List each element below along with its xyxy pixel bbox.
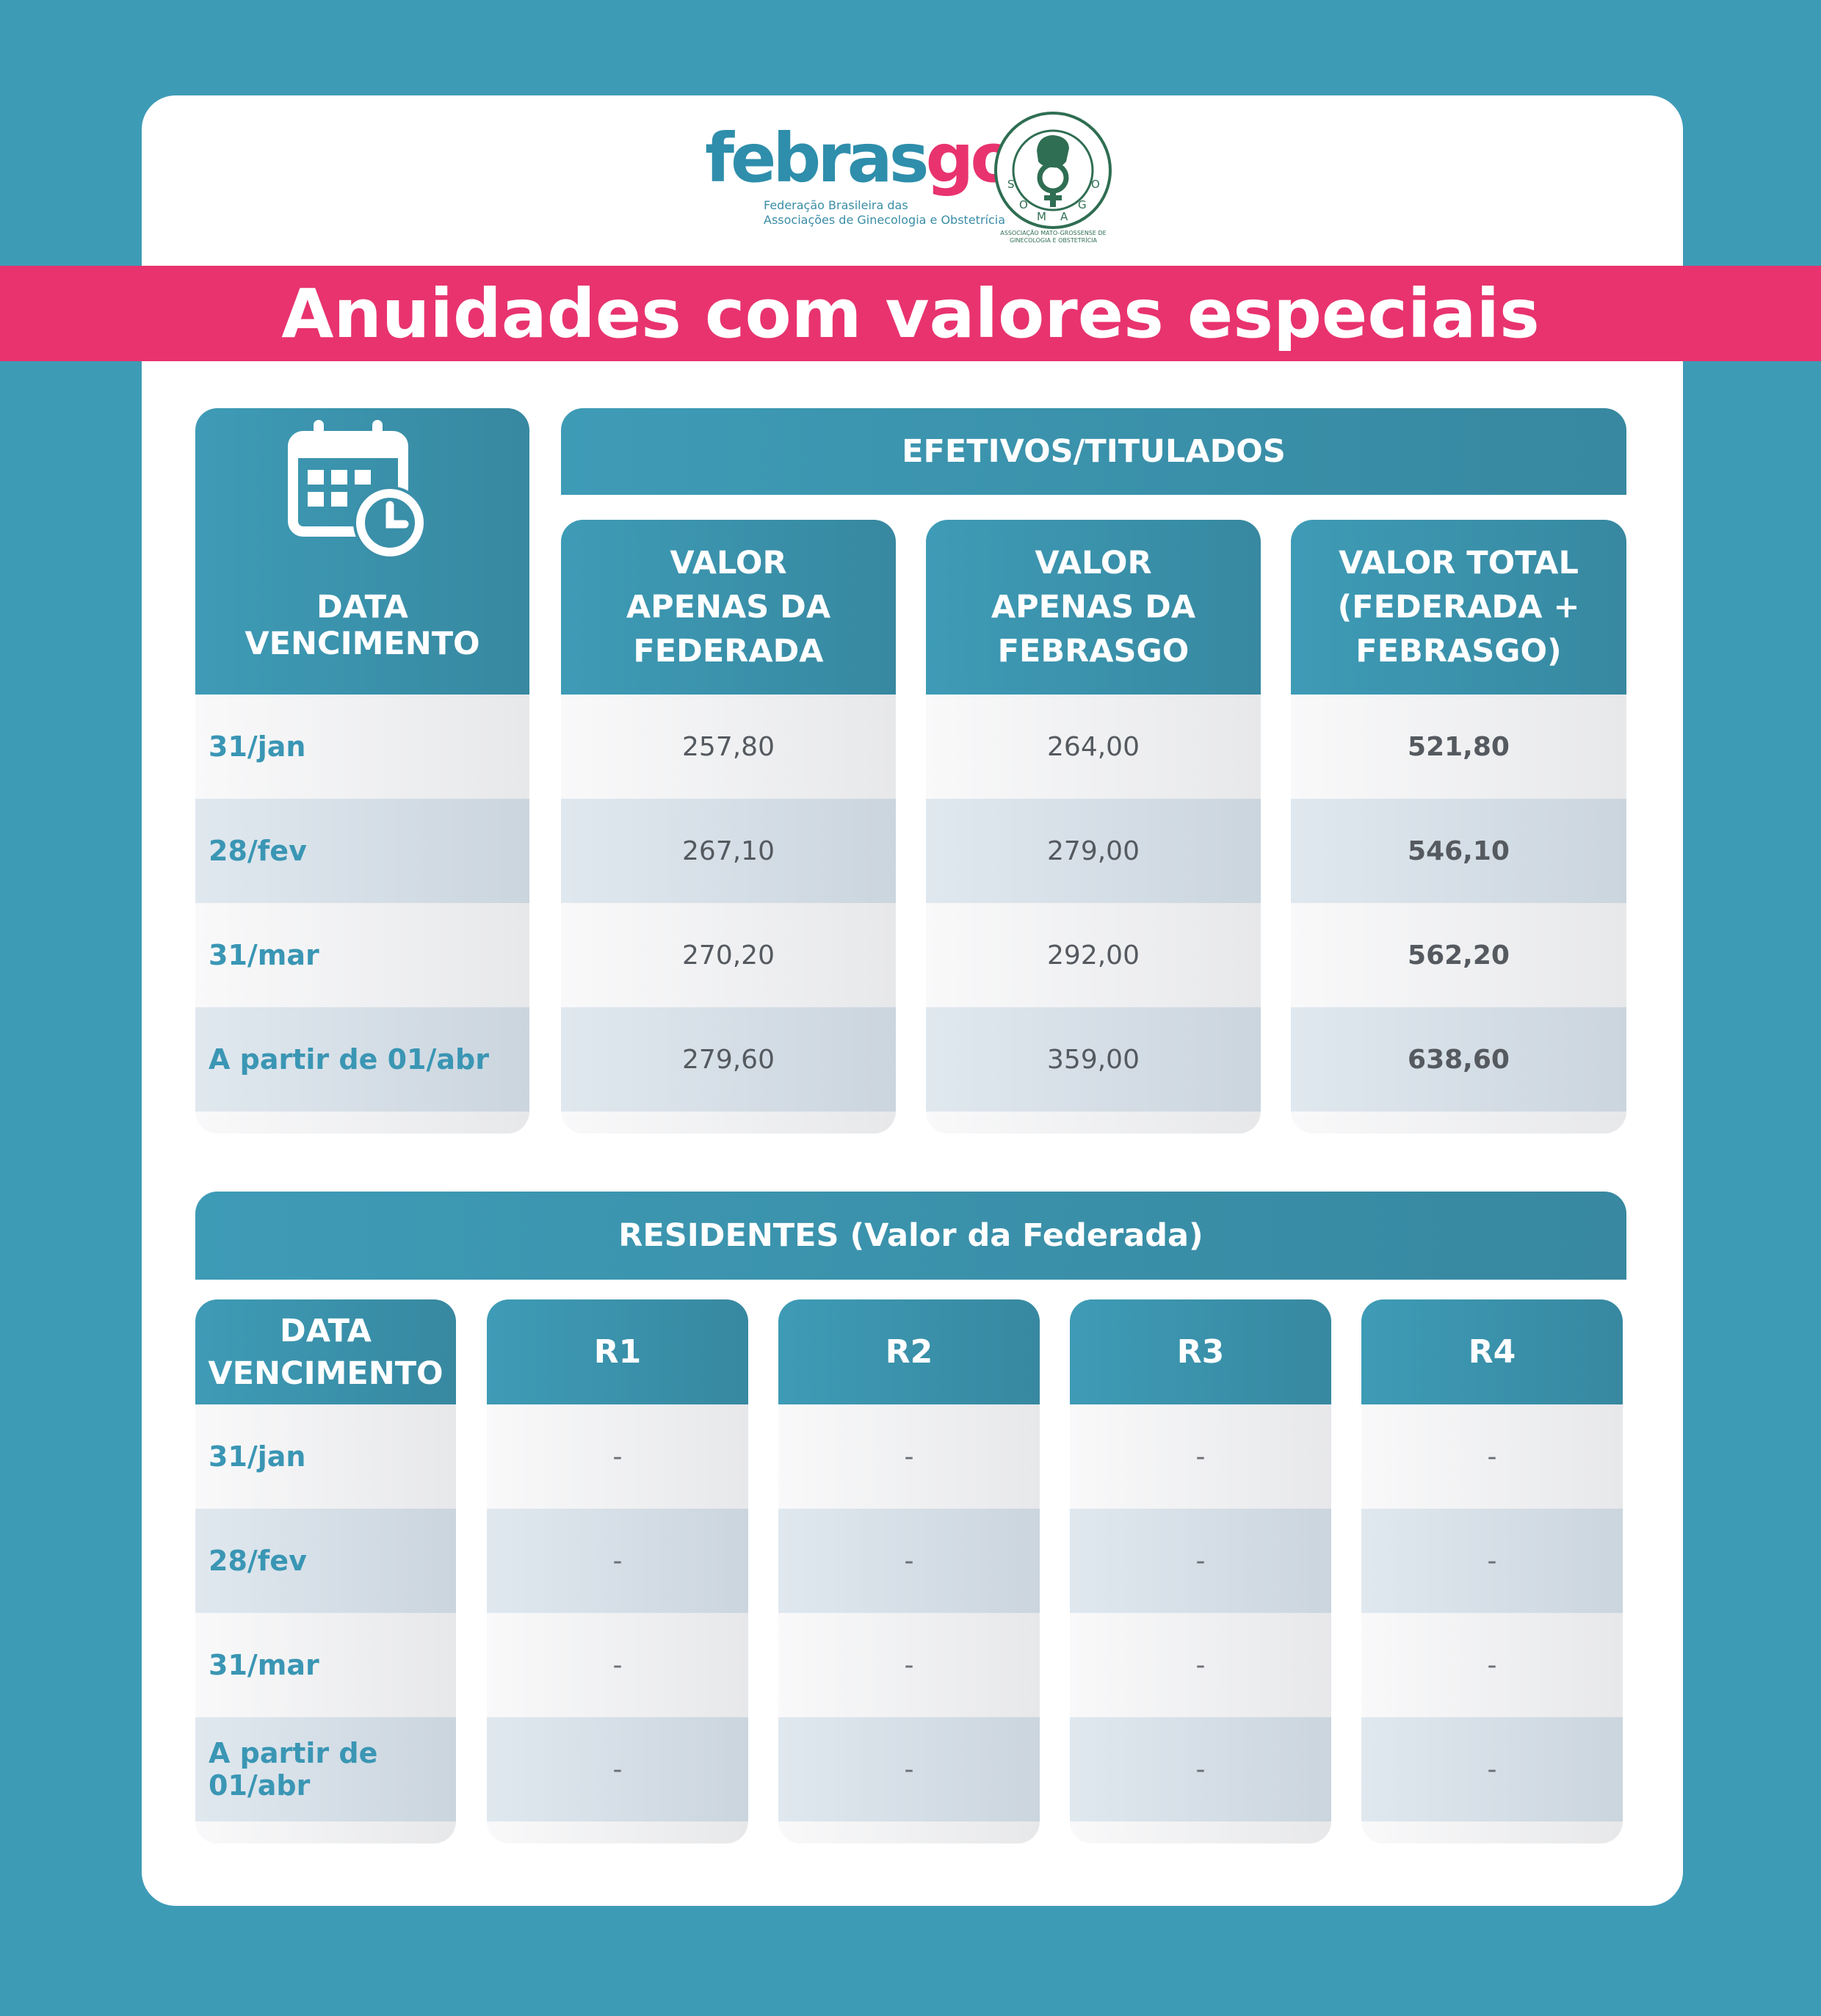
cell-febrasgo: 279,00 [926,799,1261,903]
table-row-date: 28/fev [195,799,529,903]
cell-r4: - [1361,1717,1623,1821]
cell-r2: - [778,1404,1040,1509]
efetivos-total-column: VALOR TOTAL (FEDERADA + FEBRASGO) [1291,520,1626,1134]
cell-r3: - [1070,1404,1331,1509]
column-footer [195,1821,456,1843]
febrasgo-wordmark-main: febras [705,119,929,197]
table-row-date: 31/jan [195,1404,456,1509]
header-valor-total-line-3: FEBRASGO) [1355,633,1562,670]
header-r3: R3 [1070,1299,1331,1404]
header-valor-federada-line-3: FEDERADA [633,633,824,670]
cell-r1: - [487,1404,748,1509]
column-footer [1361,1821,1623,1843]
residentes-date-header-line-2: VENCIMENTO [208,1355,444,1392]
cell-r1: - [487,1717,748,1821]
header-r4-label: R4 [1468,1333,1516,1371]
calendar-clock-icon [287,420,427,559]
header-r2-label: R2 [885,1333,933,1371]
cell-r2: - [778,1613,1040,1717]
header-valor-total-line-1: VALOR TOTAL [1339,545,1579,581]
table-row-date: 31/jan [195,695,529,799]
table-row-date: A partir de 01/abr [195,1007,529,1112]
residentes-date-header-line-1: DATA [280,1312,372,1349]
febrasgo-subtitle: Federação Brasileira das Associações de … [764,198,1005,228]
header-r2: R2 [778,1299,1040,1404]
efetivos-group-header: EFETIVOS/TITULADOS [561,408,1626,495]
febrasgo-subtitle-line-1: Federação Brasileira das [764,198,908,212]
column-footer [561,1112,896,1134]
header-valor-total: VALOR TOTAL (FEDERADA + FEBRASGO) [1291,520,1626,695]
header-r3-label: R3 [1176,1333,1225,1371]
svg-text:O: O [1019,198,1028,211]
cell-federada: 257,80 [561,695,896,799]
cell-r3: - [1070,1717,1331,1821]
svg-text:O: O [1091,178,1100,191]
column-footer [1070,1821,1331,1843]
cell-febrasgo: 359,00 [926,1007,1261,1112]
efetivos-date-header: DATA VENCIMENTO [195,408,529,695]
efetivos-federada-column: VALOR APENAS DA FEDERADA [561,520,896,1134]
efetivos-febrasgo-column: VALOR APENAS DA FEBRASGO [926,520,1261,1134]
cell-r2: - [778,1509,1040,1613]
cell-febrasgo: 292,00 [926,903,1261,1007]
residentes-date-header: DATA VENCIMENTO [195,1299,456,1404]
header-r4: R4 [1361,1299,1623,1404]
cell-r4: - [1361,1509,1623,1613]
header-r1: R1 [487,1299,748,1404]
somago-caption-line-2: GINECOLOGIA E OBSTETRÍCIA [1009,237,1097,244]
febrasgo-wordmark: febrasgo [705,125,1017,192]
cell-r1: - [487,1509,748,1613]
header-r1-label: R1 [593,1333,642,1371]
column-footer [926,1112,1261,1134]
page-title: Anuidades com valores especiais [281,274,1540,353]
febrasgo-logo: febrasgo Federação Brasileira das Associ… [705,125,1017,228]
efetivos-date-column: DATA VENCIMENTO [195,408,529,1134]
residentes-group-header: RESIDENTES (Valor da Federada) [195,1192,1626,1280]
header-valor-febrasgo: VALOR APENAS DA FEBRASGO [926,520,1261,695]
cell-r3: - [1070,1613,1331,1717]
header-valor-febrasgo-line-2: APENAS DA [991,589,1196,626]
residentes-group-header-label: RESIDENTES (Valor da Federada) [618,1217,1203,1254]
column-footer [778,1821,1040,1843]
svg-text:S: S [1007,178,1015,191]
febrasgo-subtitle-line-2: Associações de Ginecologia e Obstetrícia [764,213,1006,227]
cell-total: 562,20 [1291,903,1626,1007]
cell-total: 638,60 [1291,1007,1626,1112]
cell-federada: 267,10 [561,799,896,903]
table-row-date: 31/mar [195,903,529,1007]
cell-febrasgo: 264,00 [926,695,1261,799]
svg-text:A: A [1060,210,1068,223]
cell-r4: - [1361,1613,1623,1717]
cell-total: 546,10 [1291,799,1626,903]
svg-text:G: G [1078,198,1087,211]
cell-federada: 279,60 [561,1007,896,1112]
title-banner: Anuidades com valores especiais [0,266,1821,361]
efetivos-date-header-label: DATA VENCIMENTO [245,589,480,662]
header-valor-febrasgo-line-1: VALOR [1035,545,1152,581]
somago-caption-line-1: ASSOCIAÇÃO MATO-GROSSENSE DE [1000,230,1107,236]
header-valor-total-line-2: (FEDERADA + [1337,589,1580,626]
cell-federada: 270,20 [561,903,896,1007]
cell-r1: - [487,1613,748,1717]
header-valor-febrasgo-line-3: FEBRASGO [997,633,1190,670]
column-footer [1291,1112,1626,1134]
header-valor-federada: VALOR APENAS DA FEDERADA [561,520,896,695]
cell-r3: - [1070,1509,1331,1613]
cell-r2: - [778,1717,1040,1821]
column-footer [487,1821,748,1843]
header-valor-federada-line-1: VALOR [670,545,787,581]
table-row-date: 28/fev [195,1509,456,1613]
header-valor-federada-line-2: APENAS DA [626,589,831,626]
table-row-date: 31/mar [195,1613,456,1717]
cell-total: 521,80 [1291,695,1626,799]
column-footer [195,1112,529,1134]
cell-r4: - [1361,1404,1623,1509]
efetivos-group-header-label: EFETIVOS/TITULADOS [902,433,1286,470]
somago-caption: ASSOCIAÇÃO MATO-GROSSENSE DE GINECOLOGIA… [993,230,1114,244]
svg-text:M: M [1037,210,1046,223]
table-row-date: A partir de 01/abr [195,1717,456,1821]
